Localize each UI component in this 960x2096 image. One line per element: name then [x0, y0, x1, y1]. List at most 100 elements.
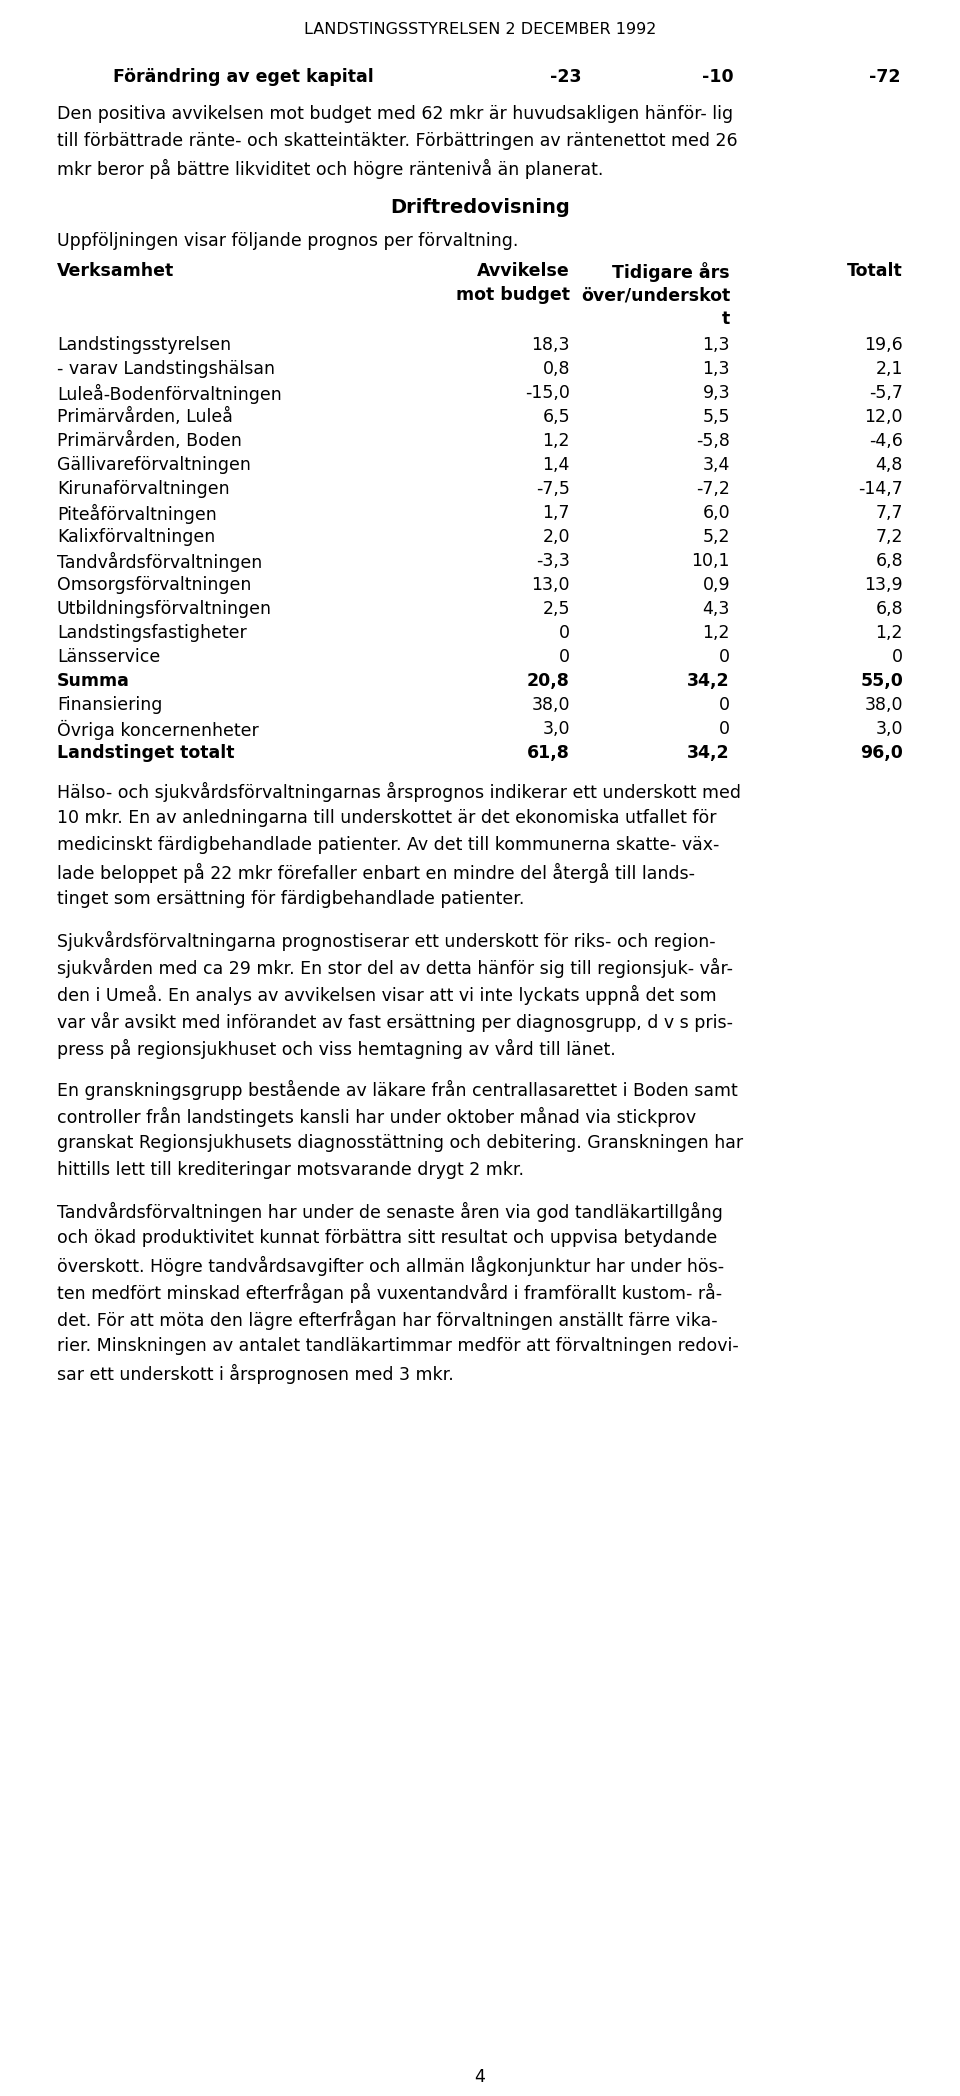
- Text: sjukvården med ca 29 mkr. En stor del av detta hänför sig till regionsjuk- vår-: sjukvården med ca 29 mkr. En stor del av…: [57, 958, 733, 979]
- Text: 9,3: 9,3: [703, 384, 730, 402]
- Text: 20,8: 20,8: [527, 673, 570, 690]
- Text: -3,3: -3,3: [536, 551, 570, 570]
- Text: 6,5: 6,5: [542, 409, 570, 425]
- Text: 4: 4: [474, 2069, 486, 2086]
- Text: 0: 0: [719, 721, 730, 738]
- Text: -15,0: -15,0: [525, 384, 570, 402]
- Text: Kalixförvaltningen: Kalixförvaltningen: [57, 528, 215, 545]
- Text: -5,8: -5,8: [696, 432, 730, 451]
- Text: 38,0: 38,0: [865, 696, 903, 715]
- Text: Landstingsstyrelsen: Landstingsstyrelsen: [57, 335, 231, 354]
- Text: tinget som ersättning för färdigbehandlade patienter.: tinget som ersättning för färdigbehandla…: [57, 891, 524, 908]
- Text: 4,3: 4,3: [703, 599, 730, 618]
- Text: Utbildningsförvaltningen: Utbildningsförvaltningen: [57, 599, 272, 618]
- Text: Övriga koncernenheter: Övriga koncernenheter: [57, 721, 259, 740]
- Text: 0: 0: [719, 648, 730, 667]
- Text: granskat Regionsjukhusets diagnosstättning och debitering. Granskningen har: granskat Regionsjukhusets diagnosstättni…: [57, 1134, 743, 1153]
- Text: mkr beror på bättre likviditet och högre räntenivå än planerat.: mkr beror på bättre likviditet och högre…: [57, 159, 604, 178]
- Text: 6,0: 6,0: [703, 503, 730, 522]
- Text: 6,8: 6,8: [876, 599, 903, 618]
- Text: Summa: Summa: [57, 673, 130, 690]
- Text: Avvikelse: Avvikelse: [477, 262, 570, 281]
- Text: Verksamhet: Verksamhet: [57, 262, 175, 281]
- Text: ten medfört minskad efterfrågan på vuxentandvård i framförallt kustom- rå-: ten medfört minskad efterfrågan på vuxen…: [57, 1283, 722, 1304]
- Text: det. För att möta den lägre efterfrågan har förvaltningen anställt färre vika-: det. För att möta den lägre efterfrågan …: [57, 1310, 718, 1331]
- Text: Gällivareförvaltningen: Gällivareförvaltningen: [57, 457, 251, 474]
- Text: Sjukvårdsförvaltningarna prognostiserar ett underskott för riks- och region-: Sjukvårdsförvaltningarna prognostiserar …: [57, 931, 715, 952]
- Text: -7,5: -7,5: [536, 480, 570, 499]
- Text: Primärvården, Luleå: Primärvården, Luleå: [57, 409, 233, 425]
- Text: 3,4: 3,4: [703, 457, 730, 474]
- Text: 3,0: 3,0: [542, 721, 570, 738]
- Text: 6,8: 6,8: [876, 551, 903, 570]
- Text: 0,9: 0,9: [703, 576, 730, 593]
- Text: Tandvårdsförvaltningen har under de senaste åren via god tandläkartillgång: Tandvårdsförvaltningen har under de sena…: [57, 1201, 723, 1222]
- Text: 19,6: 19,6: [864, 335, 903, 354]
- Text: 0: 0: [559, 625, 570, 641]
- Text: över/underskot: över/underskot: [581, 285, 730, 304]
- Text: 18,3: 18,3: [532, 335, 570, 354]
- Text: 1,4: 1,4: [542, 457, 570, 474]
- Text: Landstinget totalt: Landstinget totalt: [57, 744, 234, 763]
- Text: 13,0: 13,0: [532, 576, 570, 593]
- Text: 34,2: 34,2: [687, 744, 730, 763]
- Text: LANDSTINGSSTYRELSEN 2 DECEMBER 1992: LANDSTINGSSTYRELSEN 2 DECEMBER 1992: [303, 21, 657, 38]
- Text: 5,5: 5,5: [703, 409, 730, 425]
- Text: 96,0: 96,0: [860, 744, 903, 763]
- Text: Piteåförvaltningen: Piteåförvaltningen: [57, 503, 217, 524]
- Text: 1,2: 1,2: [876, 625, 903, 641]
- Text: 10 mkr. En av anledningarna till underskottet är det ekonomiska utfallet för: 10 mkr. En av anledningarna till undersk…: [57, 809, 716, 828]
- Text: 2,1: 2,1: [876, 361, 903, 377]
- Text: -4,6: -4,6: [869, 432, 903, 451]
- Text: Totalt: Totalt: [848, 262, 903, 281]
- Text: -14,7: -14,7: [858, 480, 903, 499]
- Text: 0: 0: [559, 648, 570, 667]
- Text: till förbättrade ränte- och skatteintäkter. Förbättringen av räntenettot med 26: till förbättrade ränte- och skatteintäkt…: [57, 132, 737, 151]
- Text: sar ett underskott i årsprognosen med 3 mkr.: sar ett underskott i årsprognosen med 3 …: [57, 1364, 454, 1383]
- Text: 13,9: 13,9: [864, 576, 903, 593]
- Text: mot budget: mot budget: [456, 285, 570, 304]
- Text: controller från landstingets kansli har under oktober månad via stickprov: controller från landstingets kansli har …: [57, 1107, 696, 1128]
- Text: 4,8: 4,8: [876, 457, 903, 474]
- Text: -5,7: -5,7: [869, 384, 903, 402]
- Text: 10,1: 10,1: [691, 551, 730, 570]
- Text: Tandvårdsförvaltningen: Tandvårdsförvaltningen: [57, 551, 262, 572]
- Text: 7,2: 7,2: [876, 528, 903, 545]
- Text: 1,3: 1,3: [703, 335, 730, 354]
- Text: Driftredovisning: Driftredovisning: [390, 197, 570, 218]
- Text: lade beloppet på 22 mkr förefaller enbart en mindre del återgå till lands-: lade beloppet på 22 mkr förefaller enbar…: [57, 864, 695, 882]
- Text: En granskningsgrupp bestående av läkare från centrallasarettet i Boden samt: En granskningsgrupp bestående av läkare …: [57, 1079, 737, 1100]
- Text: 7,7: 7,7: [876, 503, 903, 522]
- Text: -10: -10: [702, 67, 733, 86]
- Text: -7,2: -7,2: [696, 480, 730, 499]
- Text: - varav Landstingshälsan: - varav Landstingshälsan: [57, 361, 275, 377]
- Text: Länsservice: Länsservice: [57, 648, 160, 667]
- Text: 5,2: 5,2: [703, 528, 730, 545]
- Text: 2,5: 2,5: [542, 599, 570, 618]
- Text: 0,8: 0,8: [542, 361, 570, 377]
- Text: överskott. Högre tandvårdsavgifter och allmän lågkonjunktur har under hös-: överskott. Högre tandvårdsavgifter och a…: [57, 1256, 724, 1276]
- Text: Tidigare års: Tidigare års: [612, 262, 730, 283]
- Text: Omsorgsförvaltningen: Omsorgsförvaltningen: [57, 576, 252, 593]
- Text: var vår avsikt med införandet av fast ersättning per diagnosgrupp, d v s pris-: var vår avsikt med införandet av fast er…: [57, 1012, 733, 1031]
- Text: Den positiva avvikelsen mot budget med 62 mkr är huvudsakligen hänför- lig: Den positiva avvikelsen mot budget med 6…: [57, 105, 733, 124]
- Text: 0: 0: [719, 696, 730, 715]
- Text: rier. Minskningen av antalet tandläkartimmar medför att förvaltningen redovi-: rier. Minskningen av antalet tandläkarti…: [57, 1337, 739, 1354]
- Text: 1,7: 1,7: [542, 503, 570, 522]
- Text: 38,0: 38,0: [532, 696, 570, 715]
- Text: 1,2: 1,2: [703, 625, 730, 641]
- Text: 1,2: 1,2: [542, 432, 570, 451]
- Text: Kirunaförvaltningen: Kirunaförvaltningen: [57, 480, 229, 499]
- Text: Finansiering: Finansiering: [57, 696, 162, 715]
- Text: 1,3: 1,3: [703, 361, 730, 377]
- Text: t: t: [722, 310, 730, 327]
- Text: och ökad produktivitet kunnat förbättra sitt resultat och uppvisa betydande: och ökad produktivitet kunnat förbättra …: [57, 1228, 717, 1247]
- Text: press på regionsjukhuset och viss hemtagning av vård till länet.: press på regionsjukhuset och viss hemtag…: [57, 1040, 615, 1058]
- Text: 61,8: 61,8: [527, 744, 570, 763]
- Text: 3,0: 3,0: [876, 721, 903, 738]
- Text: Förändring av eget kapital: Förändring av eget kapital: [113, 67, 373, 86]
- Text: -23: -23: [550, 67, 582, 86]
- Text: Uppföljningen visar följande prognos per förvaltning.: Uppföljningen visar följande prognos per…: [57, 233, 518, 249]
- Text: 2,0: 2,0: [542, 528, 570, 545]
- Text: medicinskt färdigbehandlade patienter. Av det till kommunerna skatte- väx-: medicinskt färdigbehandlade patienter. A…: [57, 836, 719, 853]
